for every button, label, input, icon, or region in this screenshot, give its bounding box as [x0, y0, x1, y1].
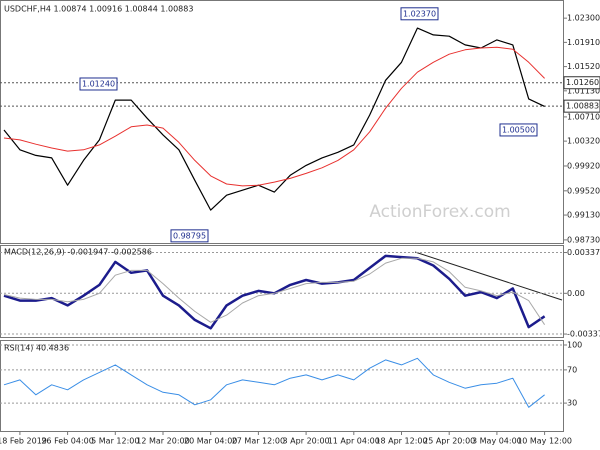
annotation-box [170, 229, 209, 243]
price-line-label: 1.01260 [566, 78, 599, 87]
y-tick-label: 1.00710 [567, 112, 600, 121]
price-panel [0, 0, 564, 244]
x-tick-label: 5 Mar 12:00 [91, 437, 139, 446]
y-tick-label: 100 [567, 340, 582, 349]
price-line-box [563, 76, 600, 90]
y-tick-label: 70 [567, 365, 577, 374]
y-tick-label: 1.02300 [567, 14, 600, 23]
panel-title: USDCHF,H4 1.00874 1.00916 1.00844 1.0088… [4, 5, 193, 14]
annotation-label: 0.98795 [173, 231, 206, 240]
annotation-box [400, 7, 439, 21]
x-tick-label: 20 Mar 04:00 [184, 437, 237, 446]
x-tick-label: 27 Mar 12:00 [232, 437, 285, 446]
trend-line [414, 251, 563, 301]
panel-title: RSI(14) 40.4836 [4, 344, 69, 353]
x-tick-label: 10 May 12:00 [517, 437, 572, 446]
y-tick-label: 0.99520 [567, 186, 600, 195]
series-line [3, 357, 545, 408]
y-tick-label: 1.01130 [567, 86, 600, 95]
annotation-label: 1.02370 [403, 9, 436, 18]
price-line-box [563, 99, 600, 113]
annotation-label: 1.01240 [82, 79, 115, 88]
x-tick-label: 3 May 04:00 [472, 437, 522, 446]
x-tick-label: 26 Feb 04:00 [41, 437, 93, 446]
x-tick-label: 18 Feb 2019 [0, 437, 47, 446]
price-line-label: 1.00883 [566, 102, 599, 111]
panel-title: MACD(12,26,9) -0.001947 -0.002586 [4, 248, 152, 257]
series-line [3, 257, 546, 325]
y-tick-label: 1.00320 [567, 137, 600, 146]
annotation-label: 1.00500 [502, 125, 535, 134]
y-tick-label: 0.99130 [567, 211, 600, 220]
x-tick-label: 18 Apr 12:00 [375, 437, 427, 446]
y-tick-label: 30 [567, 399, 577, 408]
y-tick-label: 1.01520 [567, 62, 600, 71]
y-tick-label: 0.00 [567, 289, 585, 298]
annotation-box [79, 77, 118, 91]
y-tick-label: -0.003373 [567, 330, 600, 339]
y-tick-label: 0.99920 [567, 161, 600, 170]
y-tick-label: 0.98730 [567, 235, 600, 244]
x-tick-label: 12 Mar 20:00 [136, 437, 189, 446]
x-tick-label: 3 Apr 20:00 [283, 437, 330, 446]
macd-panel [0, 245, 564, 338]
x-tick-label: 11 Apr 04:00 [328, 437, 380, 446]
y-tick-label: 1.01910 [567, 38, 600, 47]
x-tick-label: 25 Apr 20:00 [423, 437, 475, 446]
rsi-panel [0, 340, 564, 432]
series-line [3, 46, 545, 187]
annotation-box [499, 123, 538, 137]
y-tick-label: 0.003377 [567, 248, 600, 257]
watermark: ActionForex.com [369, 202, 510, 222]
